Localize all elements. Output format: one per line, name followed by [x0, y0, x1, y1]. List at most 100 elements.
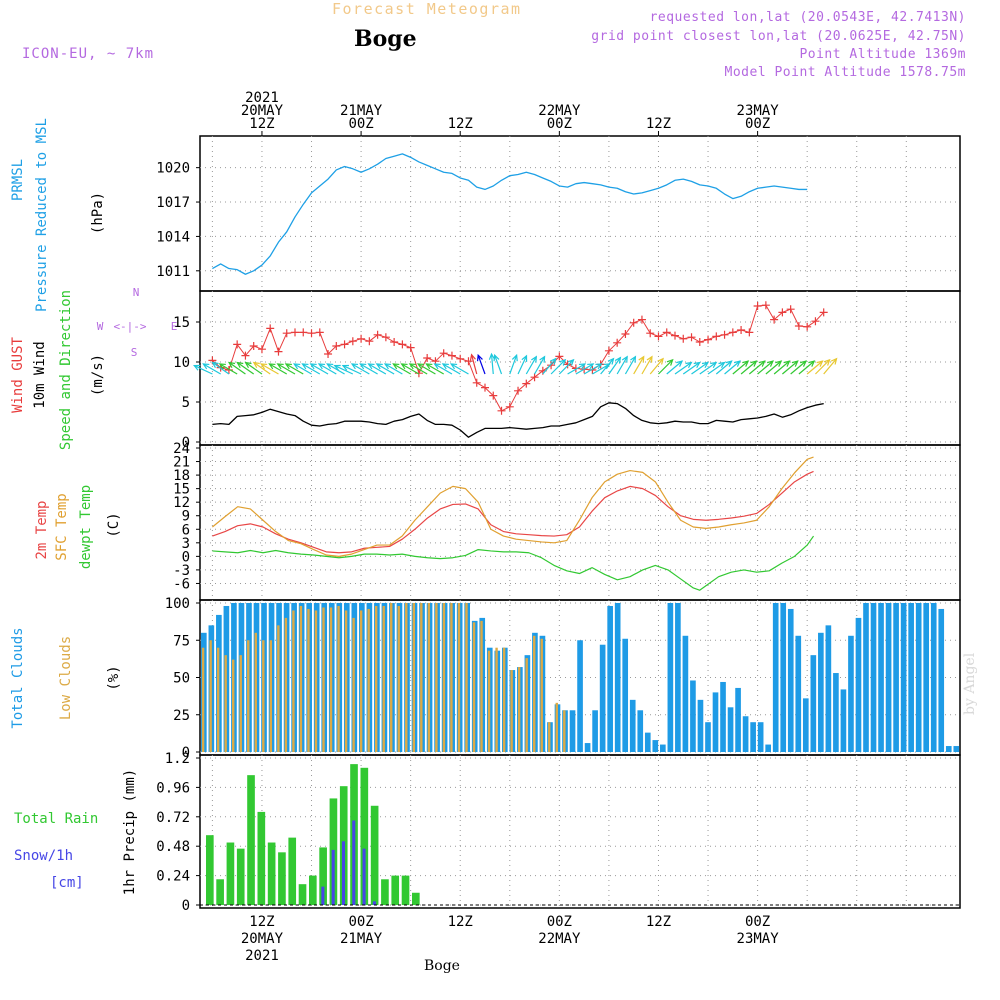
total-cloud-bar — [577, 640, 583, 752]
top-time-label: 22MAY — [538, 103, 581, 119]
low-cloud-bar — [525, 658, 528, 752]
y-tick-label: 15 — [173, 482, 190, 498]
wind-direction-arrow — [806, 360, 823, 375]
wind-direction-title: Speed and Direction — [58, 290, 74, 450]
gust-marker — [547, 361, 556, 370]
bottom-time-label: 23MAY — [737, 931, 780, 947]
wind-arrow-head — [383, 363, 392, 370]
wind-arrow-head — [775, 360, 783, 367]
wind-direction-arrow — [368, 363, 387, 375]
total-cloud-bar — [614, 603, 621, 752]
wind-arrow-head — [766, 360, 774, 367]
total-cloud-bar — [599, 644, 606, 752]
dewpt-temp-title: dewpt Temp — [78, 485, 94, 569]
gust-marker — [662, 328, 671, 337]
wind-arrow-head — [614, 356, 622, 364]
top-time-label: 12Z — [249, 116, 274, 132]
wind-arrow-head — [733, 360, 741, 367]
wind-arrow-head — [218, 363, 226, 370]
low-cloud-bar — [269, 640, 273, 752]
low-cloud-bar — [420, 603, 423, 752]
wind-arrow-head — [211, 361, 219, 369]
low-cloud-bar — [322, 607, 325, 752]
wind-direction-arrow — [658, 359, 674, 375]
wind-arrow-head — [791, 360, 799, 367]
gust-marker — [687, 333, 696, 342]
station-title: Boge — [354, 26, 417, 52]
wind-arrow-head — [375, 363, 383, 370]
wind-direction-arrow — [236, 362, 255, 375]
total-cloud-bar — [584, 743, 591, 752]
rain-bar — [309, 875, 317, 905]
total-cloud-bar — [720, 681, 726, 752]
rain-bar — [236, 848, 245, 905]
y-tick-label: 0.96 — [156, 780, 190, 796]
wind-direction-arrow — [212, 362, 230, 375]
gust-marker — [555, 352, 564, 361]
gust-marker — [332, 342, 341, 350]
y-tick-label: 1.2 — [165, 751, 190, 767]
wind-arrow-head — [800, 360, 808, 367]
snow-unit: [cm] — [50, 875, 84, 891]
y-tick-label: 6 — [182, 522, 190, 538]
total-cloud-bar — [840, 689, 847, 752]
gust-marker — [324, 350, 333, 358]
low-cloud-bar — [457, 603, 461, 752]
wind-arrow-head — [521, 354, 528, 362]
gust-marker — [373, 330, 382, 339]
wind-direction-arrow — [633, 356, 645, 375]
wind-direction-arrow — [351, 363, 370, 375]
low-cloud-bar — [397, 605, 400, 752]
plot-series — [193, 153, 960, 906]
wind-direction-arrow — [269, 363, 288, 375]
wind-direction-arrow — [550, 359, 566, 375]
wind-direction-arrow — [470, 354, 478, 375]
low-cloud-bar — [216, 647, 220, 752]
wind-direction-arrow — [699, 362, 717, 375]
gust-marker — [778, 308, 787, 317]
wind-direction-arrow — [426, 363, 444, 375]
y-tick-label: 15 — [173, 315, 190, 331]
total-cloud-bar — [938, 608, 945, 752]
gust-marker — [522, 379, 531, 388]
low-cloud-bar — [555, 702, 558, 752]
wind-direction-arrow — [334, 365, 354, 375]
low-cloud-bar — [563, 710, 566, 752]
rain-bar — [381, 879, 389, 905]
low-cloud-bar — [352, 617, 355, 752]
wind-direction-arrow — [583, 363, 602, 375]
wind-direction-arrow — [724, 360, 741, 375]
pressure-unit: (hPa) — [90, 192, 106, 234]
gust-marker — [357, 334, 366, 343]
wind-direction-arrow — [608, 357, 621, 375]
wind-arrow-head — [808, 360, 816, 367]
total-cloud-bar — [675, 603, 681, 752]
wind-arrow-head — [742, 360, 750, 367]
wind-direction-arrow — [359, 363, 378, 375]
temp-unit: (C) — [106, 512, 122, 537]
bottom-time-label: 20MAY — [241, 931, 284, 947]
low-cloud-bar — [480, 620, 483, 752]
wind-direction-arrow — [376, 363, 395, 375]
wind-arrow-head — [469, 353, 476, 361]
wind-direction-arrow — [674, 362, 692, 375]
gust-marker — [563, 360, 572, 369]
gust-marker — [745, 328, 754, 337]
low-cloud-bar — [517, 667, 521, 752]
wind-arrow-head — [718, 361, 726, 369]
total-cloud-bar — [705, 722, 711, 752]
total-cloud-bar — [742, 716, 749, 752]
low-cloud-bar — [209, 640, 212, 752]
y-tick-label: 10 — [173, 355, 190, 371]
total-cloud-bar — [629, 699, 636, 752]
wind-arrow-head — [392, 363, 400, 370]
low-cloud-bar — [337, 605, 340, 752]
low-cloud-bar — [532, 635, 536, 752]
wind-direction-arrow — [450, 363, 469, 375]
gust-marker — [753, 302, 762, 310]
chart-header-title: Forecast Meteogram — [332, 0, 522, 18]
wind-arrow-head — [259, 363, 268, 370]
wind-arrow-head — [441, 363, 449, 370]
compass-center: <-|-> — [113, 320, 146, 333]
wind-arrow-head — [350, 363, 359, 370]
